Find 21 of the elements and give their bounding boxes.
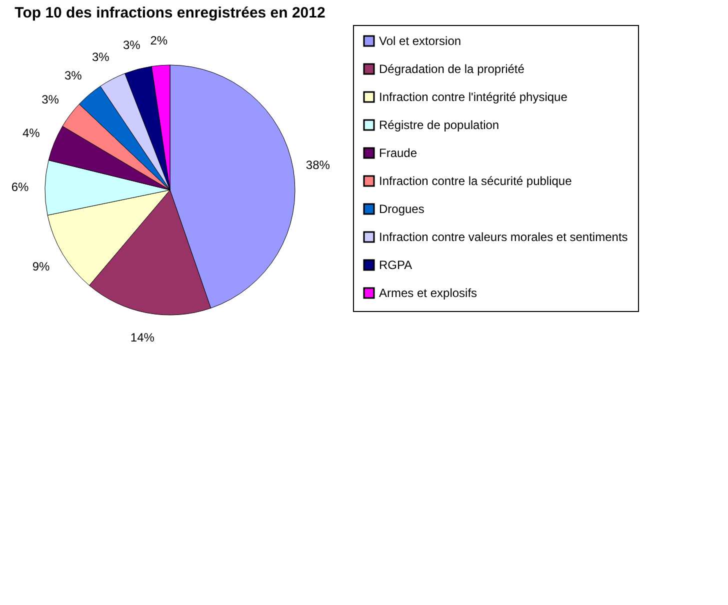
legend-label: Vol et extorsion (379, 34, 462, 48)
legend-label: Infraction contre l'intégrité physique (379, 90, 568, 104)
legend-label: RGPA (379, 258, 412, 272)
data-label: 14% (130, 330, 155, 344)
legend-label: Drogues (379, 202, 424, 216)
legend-label: Armes et explosifs (379, 286, 478, 300)
legend-label: Dégradation de la propriété (379, 62, 525, 76)
legend-label: Fraude (379, 146, 418, 160)
data-label: 2% (150, 33, 168, 48)
data-label: 3% (122, 38, 141, 52)
legend-label: Régistre de population (379, 118, 500, 132)
data-label: 9% (32, 260, 50, 274)
legend-label: Infraction contre valeurs morales et sentiments (379, 230, 628, 244)
legend-label: Infraction contre la sécurité publique (379, 174, 572, 188)
data-label: 4% (22, 126, 40, 140)
data-label: 3% (64, 68, 82, 82)
data-label: 38% (306, 158, 330, 172)
chart-title: Top 10 des infractions enregistrées en 2012 (14, 4, 326, 22)
data-label: 3% (42, 92, 60, 107)
data-label: 3% (92, 50, 110, 64)
data-label: 6% (11, 180, 30, 194)
